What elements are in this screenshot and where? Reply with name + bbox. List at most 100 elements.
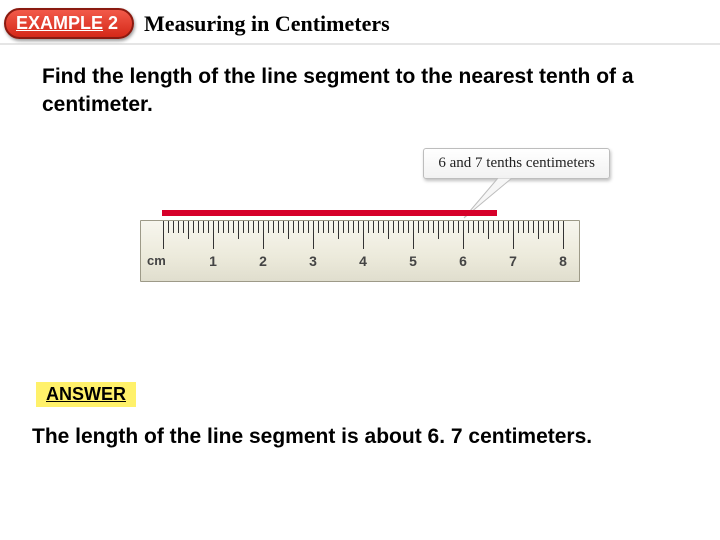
ruler-tick (243, 221, 244, 233)
ruler-tick (343, 221, 344, 233)
badge-number: 2 (108, 13, 118, 33)
ruler-tick (238, 221, 239, 239)
ruler-tick (563, 221, 564, 249)
ruler-number: 8 (559, 253, 567, 269)
header: EXAMPLE 2 Measuring in Centimeters (0, 0, 720, 45)
example-badge: EXAMPLE 2 (4, 8, 134, 39)
ruler-tick (328, 221, 329, 233)
ruler-tick (203, 221, 204, 233)
line-segment (162, 210, 497, 216)
ruler: 1 2 3 4 5 6 7 8 cm (140, 220, 580, 282)
ruler-figure: 6 and 7 tenths centimeters 1 2 3 4 5 6 7 8 cm (80, 148, 640, 328)
ruler-tick (473, 221, 474, 233)
ruler-tick (528, 221, 529, 233)
ruler-tick (293, 221, 294, 233)
ruler-tick (288, 221, 289, 239)
ruler-number: 3 (309, 253, 317, 269)
ruler-tick (503, 221, 504, 233)
ruler-tick (508, 221, 509, 233)
ruler-tick (248, 221, 249, 233)
ruler-tick (283, 221, 284, 233)
ruler-tick (478, 221, 479, 233)
ruler-number: 4 (359, 253, 367, 269)
problem-prompt: Find the length of the line segment to t… (0, 45, 720, 120)
ruler-number: 1 (209, 253, 217, 269)
ruler-tick (403, 221, 404, 233)
ruler-tick (173, 221, 174, 233)
ruler-number: 6 (459, 253, 467, 269)
ruler-tick (228, 221, 229, 233)
ruler-tick (493, 221, 494, 233)
ruler-tick (178, 221, 179, 233)
ruler-tick (188, 221, 189, 239)
ruler-tick (558, 221, 559, 233)
ruler-tick (168, 221, 169, 233)
ruler-tick (208, 221, 209, 233)
ruler-tick (163, 221, 164, 249)
ruler-tick (268, 221, 269, 233)
ruler-tick (183, 221, 184, 233)
ruler-tick (523, 221, 524, 233)
ruler-tick (408, 221, 409, 233)
ruler-tick (253, 221, 254, 233)
ruler-tick (533, 221, 534, 233)
page-title: Measuring in Centimeters (144, 11, 390, 37)
ruler-tick (263, 221, 264, 249)
answer-text: The length of the line segment is about … (0, 407, 720, 449)
ruler-tick (518, 221, 519, 233)
ruler-tick (483, 221, 484, 233)
ruler-tick (513, 221, 514, 249)
ruler-tick (488, 221, 489, 239)
ruler-tick (538, 221, 539, 239)
ruler-tick (338, 221, 339, 239)
ruler-tick (553, 221, 554, 233)
ruler-tick (193, 221, 194, 233)
ruler-tick (213, 221, 214, 249)
ruler-tick (458, 221, 459, 233)
ruler-number: 5 (409, 253, 417, 269)
ruler-tick (453, 221, 454, 233)
ruler-tick (443, 221, 444, 233)
ruler-tick (353, 221, 354, 233)
ruler-tick (358, 221, 359, 233)
ruler-tick (313, 221, 314, 249)
ruler-tick (383, 221, 384, 233)
ruler-tick (318, 221, 319, 233)
ruler-tick (468, 221, 469, 233)
badge-label: EXAMPLE (16, 13, 103, 33)
callout-box: 6 and 7 tenths centimeters (423, 148, 610, 179)
ruler-tick (393, 221, 394, 233)
ruler-tick (388, 221, 389, 239)
ruler-tick (373, 221, 374, 233)
answer-label: ANSWER (36, 382, 136, 407)
ruler-tick (218, 221, 219, 233)
ruler-tick (438, 221, 439, 239)
ruler-tick (333, 221, 334, 233)
answer-section: ANSWER (36, 382, 720, 407)
ruler-tick (448, 221, 449, 233)
ruler-tick (463, 221, 464, 249)
ruler-tick (498, 221, 499, 233)
ruler-tick (223, 221, 224, 233)
ruler-tick (273, 221, 274, 233)
ruler-tick (543, 221, 544, 233)
ruler-tick (423, 221, 424, 233)
ruler-tick (418, 221, 419, 233)
ruler-tick (433, 221, 434, 233)
ruler-tick (233, 221, 234, 233)
ruler-tick (298, 221, 299, 233)
ruler-tick (368, 221, 369, 233)
ruler-tick (363, 221, 364, 249)
ruler-tick (198, 221, 199, 233)
ruler-tick (428, 221, 429, 233)
ruler-tick (378, 221, 379, 233)
ruler-tick (303, 221, 304, 233)
ruler-tick (323, 221, 324, 233)
ruler-number: 2 (259, 253, 267, 269)
ruler-tick (548, 221, 549, 233)
ruler-tick (348, 221, 349, 233)
ruler-unit-label: cm (147, 253, 166, 268)
ruler-number: 7 (509, 253, 517, 269)
ruler-tick (258, 221, 259, 233)
ruler-tick (413, 221, 414, 249)
